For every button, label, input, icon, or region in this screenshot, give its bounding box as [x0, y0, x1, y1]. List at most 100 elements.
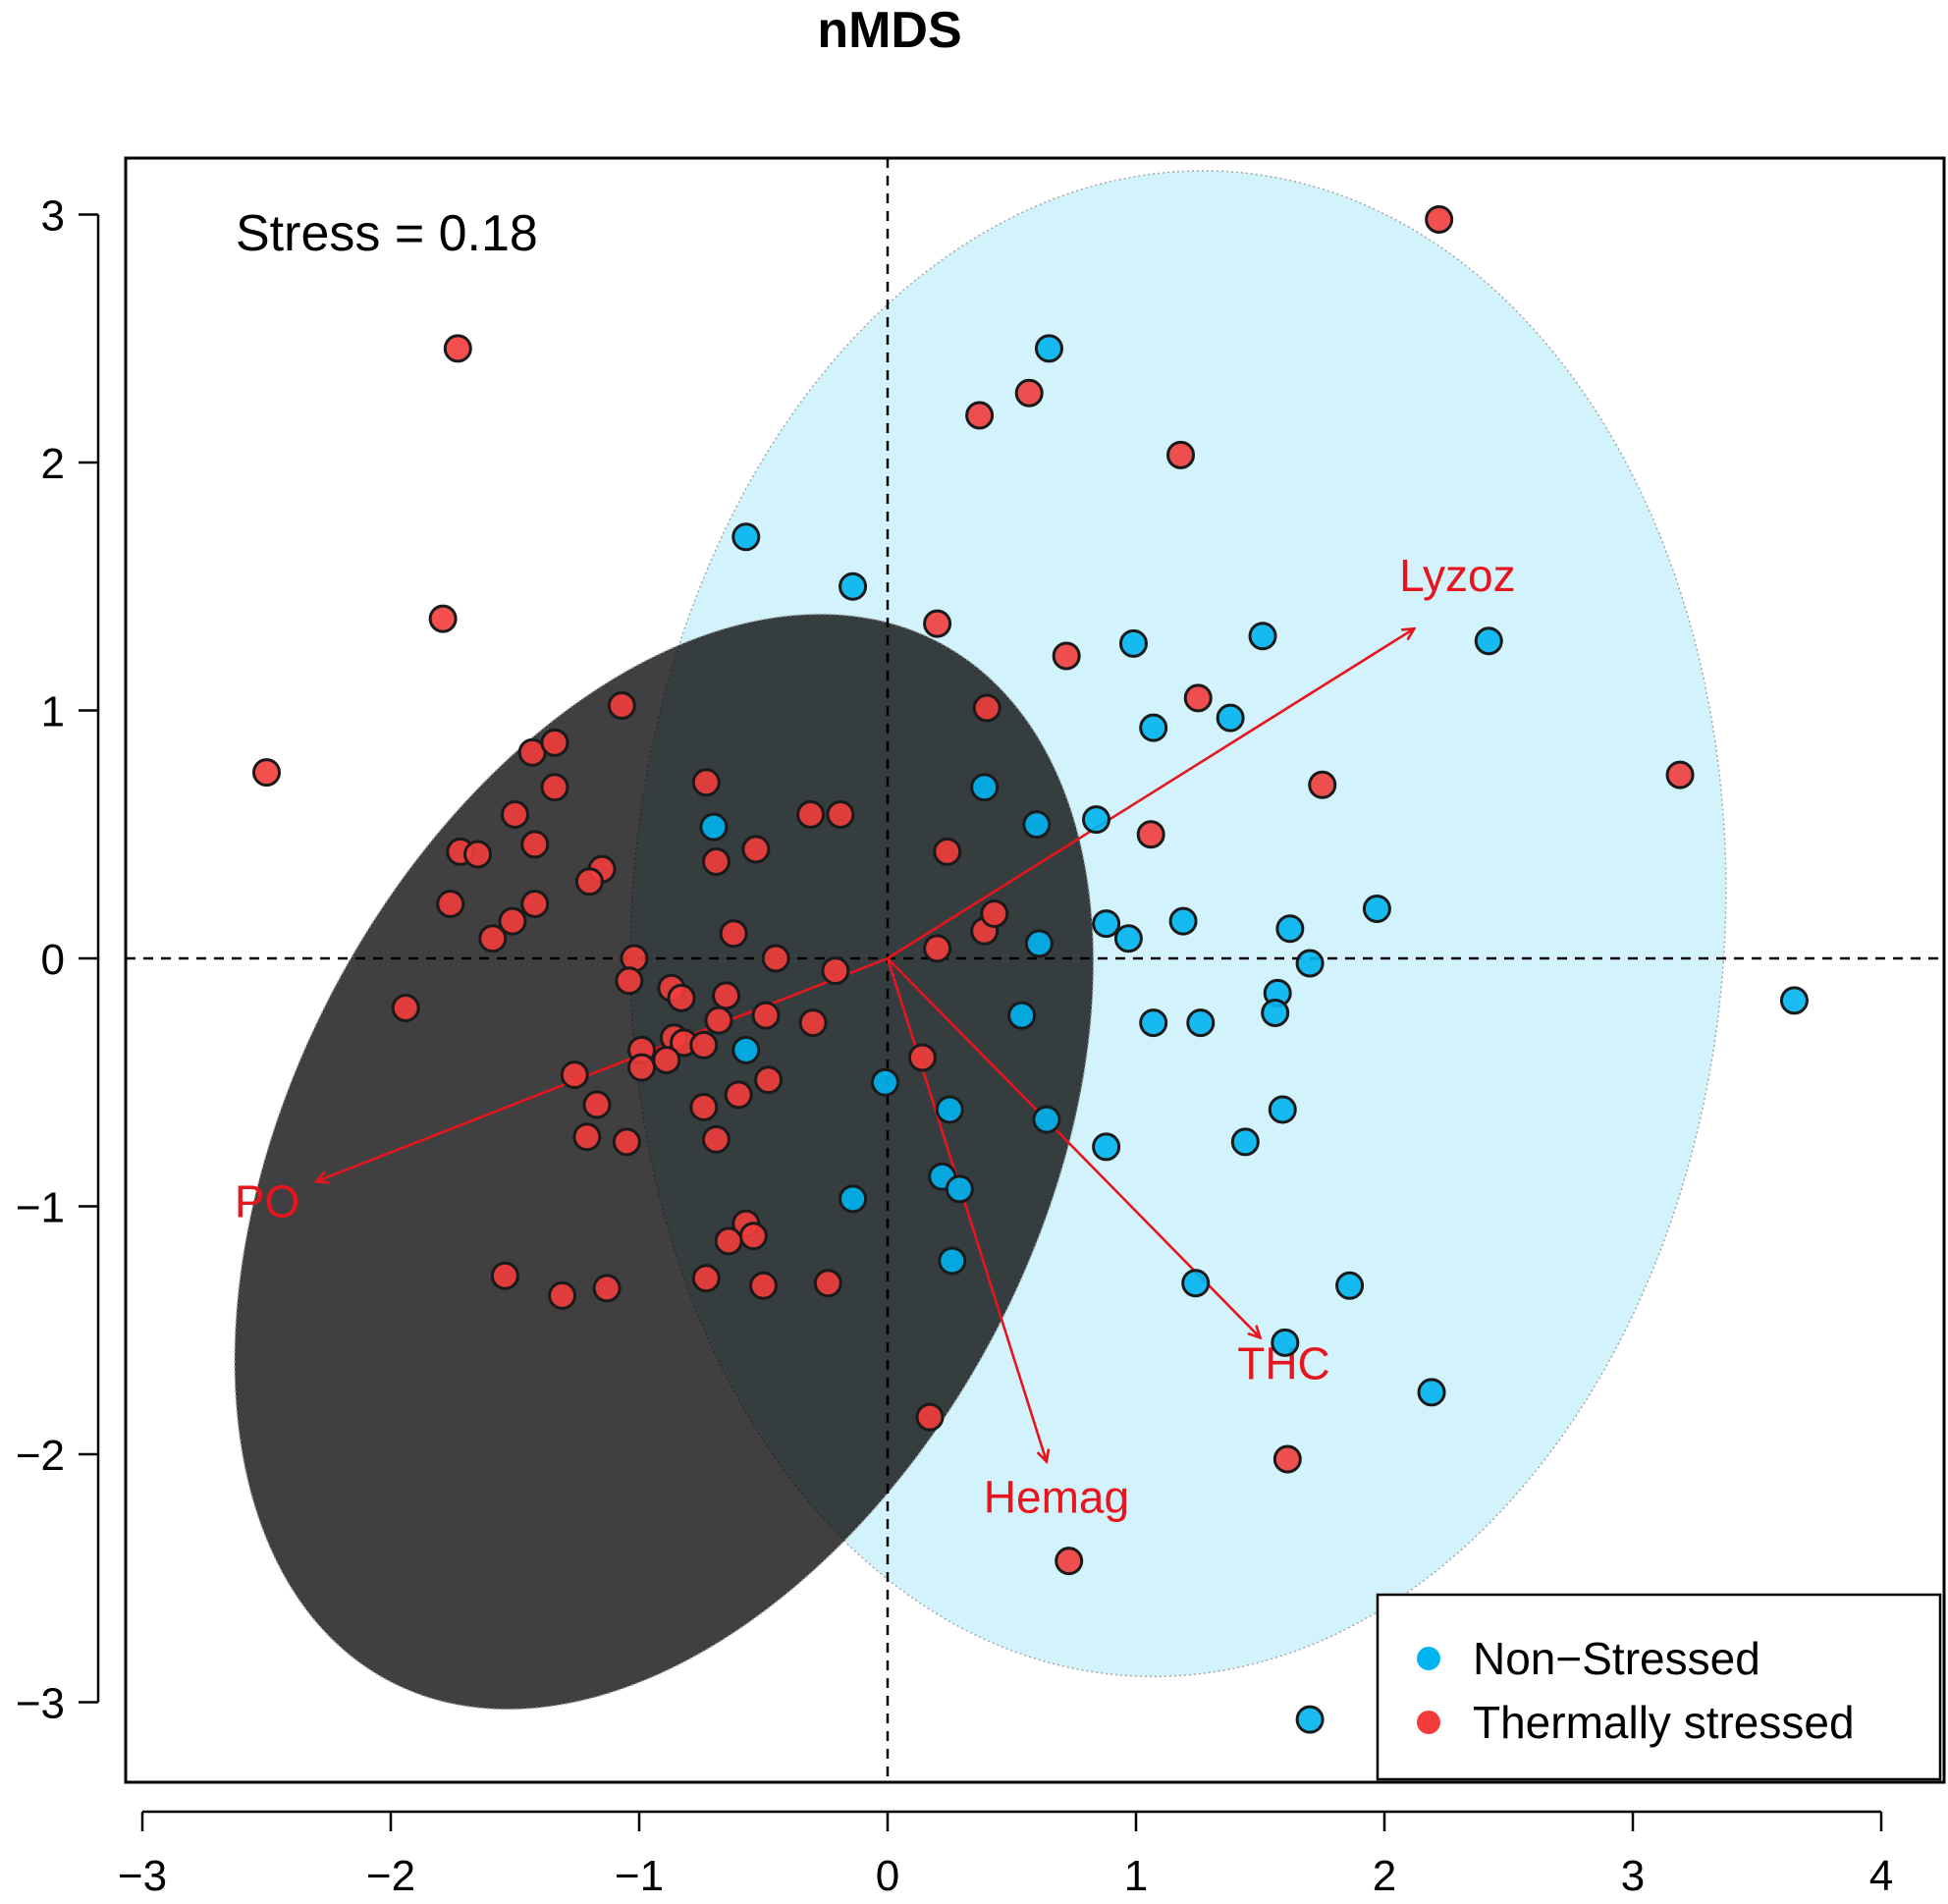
y-tick-label-2: −1 — [16, 1184, 65, 1232]
point-thermally-stressed-40 — [821, 956, 850, 986]
point-non-stressed-10 — [1022, 810, 1052, 840]
point-thermally-stressed-74 — [1272, 1444, 1302, 1474]
legend-marker-thermally-stressed — [1417, 1711, 1440, 1734]
point-thermally-stressed-62 — [612, 1127, 641, 1157]
point-non-stressed-7 — [1216, 703, 1245, 733]
legend-label-non-stressed: Non−Stressed — [1473, 1633, 1760, 1684]
point-non-stressed-36 — [1181, 1269, 1211, 1298]
point-thermally-stressed-1 — [1425, 205, 1454, 235]
point-thermally-stressed-31 — [520, 889, 550, 918]
legend-marker-non-stressed — [1417, 1647, 1440, 1670]
point-non-stressed-20 — [1261, 999, 1290, 1028]
y-tick-label-5: 2 — [41, 440, 65, 488]
legend-label-thermally-stressed: Thermally stressed — [1473, 1697, 1855, 1748]
point-thermally-stressed-17 — [1665, 760, 1695, 789]
point-thermally-stressed-3 — [1014, 378, 1044, 408]
point-thermally-stressed-19 — [796, 800, 826, 830]
legend: Non−Stressed Thermally stressed — [1376, 1593, 1942, 1781]
point-thermally-stressed-8 — [607, 690, 636, 720]
point-non-stressed-27 — [935, 1095, 964, 1124]
point-thermally-stressed-33 — [478, 924, 508, 953]
point-non-stressed-2 — [839, 571, 868, 601]
point-thermally-stressed-25 — [701, 847, 730, 877]
x-tick-label-7: 4 — [1869, 1852, 1893, 1900]
point-thermally-stressed-54 — [627, 1053, 657, 1082]
point-thermally-stressed-41 — [391, 994, 420, 1022]
point-thermally-stressed-0 — [443, 334, 472, 363]
point-non-stressed-17 — [1024, 929, 1054, 958]
y-tick-label-1: −2 — [16, 1432, 65, 1480]
point-thermally-stressed-57 — [754, 1065, 784, 1095]
point-non-stressed-38 — [1271, 1328, 1300, 1357]
point-thermally-stressed-61 — [572, 1122, 602, 1152]
point-thermally-stressed-6 — [923, 609, 952, 638]
point-thermally-stressed-24 — [520, 830, 550, 859]
point-thermally-stressed-56 — [724, 1080, 753, 1110]
point-thermally-stressed-42 — [615, 966, 644, 996]
point-non-stressed-40 — [1295, 1705, 1325, 1734]
point-thermally-stressed-9 — [972, 693, 1001, 723]
reference-lines — [126, 158, 1944, 1782]
point-thermally-stressed-11 — [252, 758, 281, 788]
point-non-stressed-24 — [1779, 986, 1809, 1015]
point-non-stressed-34 — [945, 1174, 974, 1204]
point-non-stressed-4 — [1248, 622, 1277, 651]
point-non-stressed-31 — [1230, 1127, 1260, 1157]
vector-label-hemag: Hemag — [984, 1472, 1129, 1523]
point-non-stressed-3 — [1118, 628, 1148, 658]
point-non-stressed-13 — [1113, 924, 1143, 953]
point-thermally-stressed-45 — [712, 981, 741, 1010]
point-thermally-stressed-23 — [463, 840, 493, 869]
x-tick-label-4: 1 — [1124, 1852, 1148, 1900]
point-thermally-stressed-66 — [714, 1226, 743, 1256]
point-thermally-stressed-67 — [490, 1261, 519, 1290]
point-thermally-stressed-46 — [704, 1006, 733, 1035]
x-tick-label-6: 3 — [1621, 1852, 1645, 1900]
point-non-stressed-9 — [699, 812, 729, 842]
x-tick-label-3: 0 — [876, 1852, 899, 1900]
vector-label-lyzoz: Lyzoz — [1399, 550, 1515, 601]
point-thermally-stressed-27 — [933, 837, 962, 866]
point-thermally-stressed-32 — [498, 906, 527, 936]
point-thermally-stressed-69 — [592, 1274, 622, 1303]
point-thermally-stressed-20 — [826, 800, 855, 830]
point-non-stressed-23 — [1186, 1008, 1216, 1038]
point-thermally-stressed-26 — [741, 835, 771, 864]
point-non-stressed-15 — [1275, 914, 1305, 944]
point-non-stressed-37 — [1335, 1271, 1365, 1300]
point-thermally-stressed-59 — [907, 1043, 937, 1072]
vector-hemag — [886, 957, 1047, 1462]
point-non-stressed-12 — [1092, 909, 1121, 939]
vector-po — [316, 956, 889, 1181]
y-tick-label-3: 0 — [41, 936, 65, 984]
point-non-stressed-25 — [731, 1035, 761, 1064]
point-thermally-stressed-7 — [1052, 641, 1081, 671]
point-thermally-stressed-55 — [560, 1061, 589, 1090]
point-non-stressed-30 — [1092, 1132, 1121, 1162]
point-thermally-stressed-16 — [1308, 770, 1337, 799]
ellipse-thermally-stressed — [234, 613, 1095, 1711]
point-non-stressed-26 — [870, 1067, 899, 1097]
point-thermally-stressed-71 — [749, 1271, 778, 1300]
legend-box — [1376, 1593, 1942, 1781]
point-thermally-stressed-15 — [691, 768, 721, 797]
point-thermally-stressed-10 — [1183, 683, 1213, 713]
y-tick-label-0: −3 — [16, 1680, 65, 1728]
point-thermally-stressed-47 — [751, 1001, 781, 1030]
point-thermally-stressed-58 — [689, 1093, 719, 1121]
point-thermally-stressed-63 — [701, 1124, 730, 1154]
point-thermally-stressed-70 — [691, 1264, 721, 1293]
data-points — [252, 205, 1809, 1734]
point-thermally-stressed-36 — [980, 899, 1009, 929]
point-thermally-stressed-52 — [689, 1030, 719, 1060]
x-tick-label-2: −1 — [615, 1852, 664, 1900]
point-thermally-stressed-44 — [667, 983, 696, 1012]
point-thermally-stressed-68 — [548, 1280, 577, 1310]
vector-lyzoz — [887, 628, 1414, 960]
point-non-stressed-18 — [1295, 949, 1325, 978]
point-thermally-stressed-72 — [813, 1269, 842, 1298]
point-non-stressed-8 — [970, 773, 1000, 802]
point-non-stressed-0 — [1034, 334, 1063, 363]
point-thermally-stressed-60 — [582, 1090, 612, 1119]
